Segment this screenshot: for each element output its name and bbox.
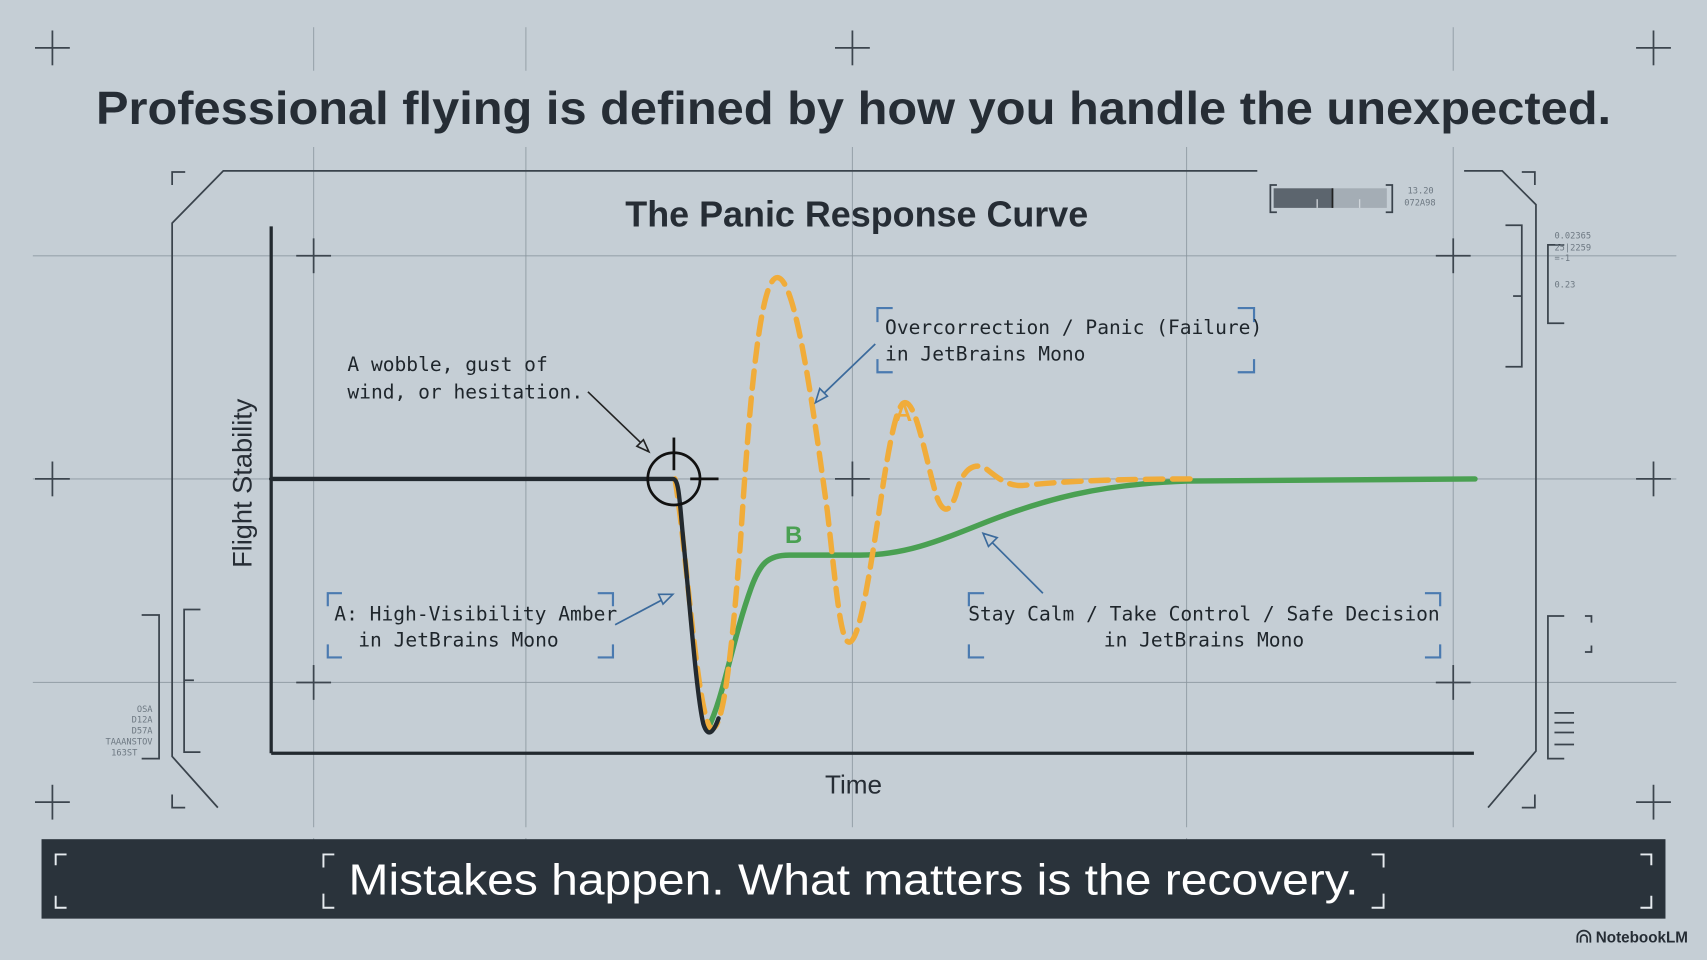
crosshair-icon [34,461,70,497]
annotation-calm: Stay Calm / Take Control / Safe Decision… [967,532,1442,659]
notebooklm-logo-icon [1576,929,1592,943]
annotation-text: in JetBrains Mono [1104,629,1304,652]
crosshair-icon [834,30,870,66]
hud-right-readout: 0.02365 25|2259 =-1 0.23 [1554,231,1591,290]
annotation-text: Stay Calm / Take Control / Safe Decision [968,602,1439,625]
readout-line: D12A [132,716,154,726]
readout-line: 163ST [111,748,138,758]
arrow-head-icon [981,532,999,548]
crosshair-icon [1435,238,1471,274]
annotation-text: A: High-Visibility Amber [334,602,617,625]
crosshair-icon [1636,461,1671,497]
annotation-text: A wobble, gust of [347,353,547,376]
x-axis-label: Time [825,769,882,799]
curve-a-label: A [895,400,912,427]
arrow-head-icon [814,387,829,405]
crosshair-icon [1636,30,1671,66]
readout-line: 0.23 [1554,280,1575,290]
hud-frame [141,170,1593,809]
brand-name: NotebookLM [1596,930,1688,947]
chart-axes [269,226,1474,755]
arrow-head-icon [635,438,651,454]
hud-gauge: 13.20 072A98 [1269,184,1436,214]
annotation-text: in JetBrains Mono [885,342,1085,365]
gauge-readout-value: 13.20 [1408,187,1434,197]
curve-a-panic [672,274,1201,732]
crosshair-markers [34,30,1671,820]
annotation-text: Overcorrection / Panic (Failure) [885,316,1262,339]
readout-line: =-1 [1554,254,1570,264]
annotation-text: in JetBrains Mono [358,629,558,652]
annotation-overcorrection: Overcorrection / Panic (Failure) in JetB… [814,306,1262,405]
baseline-disturbance [269,476,721,735]
crosshair-icon [1636,784,1671,820]
crosshair-icon [34,30,70,66]
target-crosshair-icon [646,437,719,507]
crosshair-icon [296,238,332,274]
readout-line: TAAANSTOV [105,737,152,747]
bottom-banner: Mistakes happen. What matters is the rec… [41,839,1666,919]
headline: Professional flying is defined by how yo… [96,82,1611,134]
annotation-amber: A: High-Visibility Amber in JetBrains Mo… [326,592,675,659]
readout-line: 0.02365 [1554,231,1591,241]
annotation-text: wind, or hesitation. [347,380,583,403]
readout-line: 25|2259 [1554,243,1591,253]
annotation-disturbance: A wobble, gust of wind, or hesitation. [347,353,651,454]
curve-b-calm [704,476,1478,732]
crosshair-icon [34,784,70,820]
readout-line: OSA [137,705,153,715]
hud-left-readout: OSA D12A D57A TAAANSTOV 163ST [105,705,153,759]
readout-line: D57A [132,727,154,737]
banner-text: Mistakes happen. What matters is the rec… [348,857,1358,905]
y-axis-label: Flight Stability [227,398,258,568]
notebooklm-branding: NotebookLM [1576,929,1688,947]
gauge-readout-code: 072A98 [1404,199,1435,209]
crosshair-icon [296,665,332,700]
arrow-head-icon [657,593,675,606]
crosshair-icon [1435,665,1471,700]
crosshair-icon [834,461,870,497]
curve-b-label: B [785,522,802,549]
chart-title: The Panic Response Curve [625,193,1088,234]
